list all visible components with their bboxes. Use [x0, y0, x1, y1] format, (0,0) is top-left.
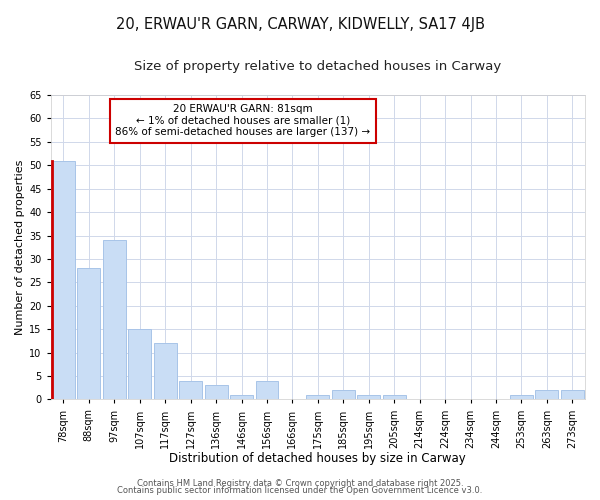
- Bar: [357, 394, 380, 400]
- Bar: [52, 160, 75, 400]
- Bar: [561, 390, 584, 400]
- Bar: [205, 386, 227, 400]
- Bar: [307, 394, 329, 400]
- X-axis label: Distribution of detached houses by size in Carway: Distribution of detached houses by size …: [169, 452, 466, 465]
- Bar: [179, 380, 202, 400]
- Bar: [510, 394, 533, 400]
- Bar: [332, 390, 355, 400]
- Bar: [535, 390, 558, 400]
- Bar: [154, 343, 176, 400]
- Text: 20 ERWAU'R GARN: 81sqm
← 1% of detached houses are smaller (1)
86% of semi-detac: 20 ERWAU'R GARN: 81sqm ← 1% of detached …: [115, 104, 371, 138]
- Bar: [128, 329, 151, 400]
- Bar: [383, 394, 406, 400]
- Bar: [230, 394, 253, 400]
- Text: Contains HM Land Registry data © Crown copyright and database right 2025.: Contains HM Land Registry data © Crown c…: [137, 478, 463, 488]
- Bar: [103, 240, 126, 400]
- Bar: [77, 268, 100, 400]
- Bar: [256, 380, 278, 400]
- Y-axis label: Number of detached properties: Number of detached properties: [15, 160, 25, 335]
- Text: 20, ERWAU'R GARN, CARWAY, KIDWELLY, SA17 4JB: 20, ERWAU'R GARN, CARWAY, KIDWELLY, SA17…: [115, 18, 485, 32]
- Text: Contains public sector information licensed under the Open Government Licence v3: Contains public sector information licen…: [118, 486, 482, 495]
- Title: Size of property relative to detached houses in Carway: Size of property relative to detached ho…: [134, 60, 502, 73]
